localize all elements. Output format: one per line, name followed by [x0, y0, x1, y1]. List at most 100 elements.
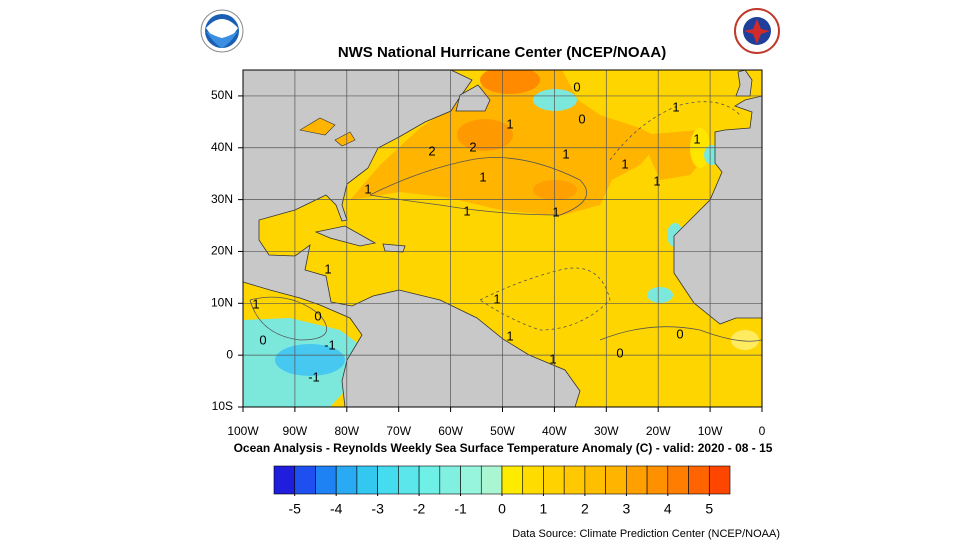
warm-anomaly [480, 70, 540, 94]
colorbar-swatch [563, 465, 586, 495]
contour-label: 1 [479, 169, 486, 184]
contour [479, 267, 611, 331]
contour-label: 2 [469, 139, 476, 154]
colorbar-swatch [646, 465, 669, 495]
contour-label: 1 [562, 146, 569, 161]
cuba [314, 225, 377, 247]
colorbar-label: 2 [581, 501, 589, 517]
colorbar-label: -5 [289, 501, 302, 517]
x-tick-label: 90W [283, 424, 308, 438]
y-tick-label: 40N [211, 140, 233, 154]
colorbar-swatch [688, 465, 710, 495]
contour [249, 296, 327, 341]
map-area [243, 70, 762, 407]
colorbar-label: -3 [371, 501, 384, 517]
contour-label: 1 [364, 181, 371, 196]
warm-anomaly [533, 180, 577, 200]
axes: 100W 90W 80W 70W 60W 50W 40W 30W 20W 10W 0 10S 0 10N 2… [211, 88, 766, 438]
contour-label: 0 [616, 345, 623, 360]
contour-label: 2 [428, 143, 435, 158]
contour-label: 1 [252, 296, 259, 311]
contour-label: 1 [493, 291, 500, 306]
newfoundland [455, 84, 491, 112]
x-tick-label: 30W [594, 424, 619, 438]
contour-label: 1 [506, 328, 513, 343]
colorbar-swatch [584, 465, 606, 495]
contour-label: 0 [676, 326, 683, 341]
cool-anomaly [647, 287, 673, 303]
x-tick-label: 20W [646, 424, 671, 438]
colorbar-swatch [501, 465, 524, 495]
colorbar-swatch [273, 465, 296, 495]
contour-label: 1 [621, 156, 628, 171]
contour [599, 326, 762, 342]
colorbar-swatch [377, 465, 399, 495]
y-tick-label: 30N [211, 192, 233, 206]
anomaly [731, 330, 759, 350]
x-tick-label: 40W [542, 424, 567, 438]
y-tick-label: 20N [211, 244, 233, 258]
colorbar-swatch [335, 465, 358, 495]
cool-anomaly [275, 344, 345, 376]
contour-label: -1 [308, 369, 320, 384]
colorbar-swatch [315, 465, 337, 495]
x-tick-label: 50W [490, 424, 515, 438]
colorbar-label: 4 [664, 501, 672, 517]
contour-label: 1 [672, 99, 679, 114]
colorbar-swatch [480, 465, 503, 495]
contour [609, 101, 741, 161]
contour-label: -1 [324, 337, 336, 352]
x-tick-label: 70W [386, 424, 411, 438]
contour-label: 1 [549, 351, 556, 366]
colorbar-label: -2 [413, 501, 426, 517]
colorbar-swatch [667, 465, 689, 495]
colorbar-label: -4 [330, 501, 343, 517]
colorbar-swatch [708, 465, 731, 495]
colorbar-swatch [522, 465, 544, 495]
nws-logo [734, 8, 780, 54]
x-tick-label: 100W [227, 424, 259, 438]
colorbar-label: 5 [705, 501, 713, 517]
y-tick-label: 10N [211, 295, 233, 309]
x-tick-label: 10W [698, 424, 723, 438]
contour-label: 1 [552, 204, 559, 219]
warm-anomaly [457, 119, 513, 151]
colorbar-swatch [626, 465, 648, 495]
cool-anomaly [533, 89, 577, 111]
contour [369, 157, 587, 216]
contour-label: 1 [693, 131, 700, 146]
contour-label: 1 [324, 261, 331, 276]
x-tick-label: 60W [438, 424, 463, 438]
colorbar-swatch [418, 465, 441, 495]
colorbar-swatch [605, 465, 627, 495]
noaa-logo [200, 9, 244, 53]
colorbar-label: -1 [454, 501, 467, 517]
contour-label: 0 [259, 332, 266, 347]
colorbar: -5 -4 -3 -2 -1 0 1 2 3 4 5 [273, 465, 731, 517]
colorbar-swatch [356, 465, 378, 495]
colorbar-swatch [543, 465, 565, 495]
caption: Ocean Analysis - Reynolds Weekly Sea Sur… [234, 441, 773, 455]
y-tick-label: 10S [212, 399, 233, 413]
contour-label: 1 [506, 116, 513, 131]
hispaniola [382, 243, 406, 253]
colorbar-swatch [460, 465, 482, 495]
contour-label: 0 [573, 79, 580, 94]
colorbar-label: 0 [498, 501, 506, 517]
title: NWS National Hurricane Center (NCEP/NOAA… [338, 44, 666, 61]
colorbar-label: 3 [622, 501, 630, 517]
contour-label: 0 [314, 308, 321, 323]
colorbar-swatch [439, 465, 461, 495]
contours [249, 101, 762, 342]
data-source: Data Source: Climate Prediction Center (… [512, 528, 780, 540]
colorbar-label: 1 [540, 501, 548, 517]
contour-label: 0 [578, 111, 585, 126]
great-lakes [299, 117, 356, 147]
y-tick-label: 50N [211, 88, 233, 102]
contour-label: 1 [653, 173, 660, 188]
contour-label: 1 [463, 203, 470, 218]
x-tick-label: 0 [759, 424, 766, 438]
x-tick-label: 80W [334, 424, 359, 438]
